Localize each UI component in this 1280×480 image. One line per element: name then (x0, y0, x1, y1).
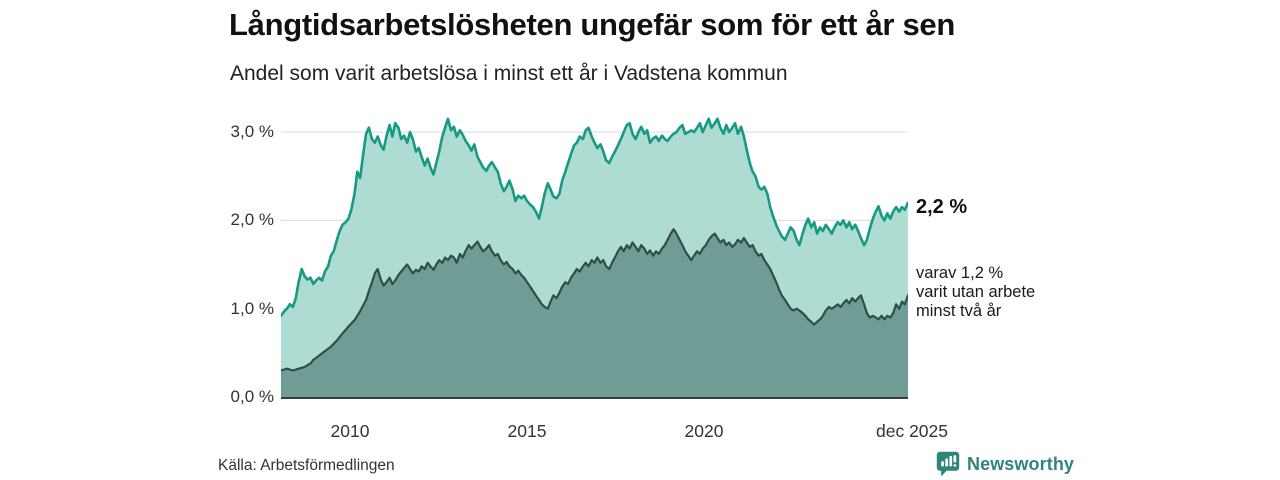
y-axis-tick-0: 0,0 % (230, 387, 274, 406)
series-line-1 (281, 228, 908, 372)
newsworthy-wordmark: Newsworthy (967, 453, 1075, 474)
newsworthy-logo-icon (936, 451, 960, 477)
x-axis-tick-2015: 2015 (507, 421, 547, 441)
series-line-0 (281, 117, 908, 318)
two-year-annotation-line-3: minst två år (916, 302, 1002, 320)
y-axis-tick-1: 1,0 % (230, 299, 274, 318)
y-axis-tick-2: 2,0 % (230, 210, 274, 229)
two-year-annotation-line-2: varit utan arbete (916, 283, 1036, 301)
source-credit: Källa: Arbetsförmedlingen (218, 457, 395, 474)
x-axis-tick-2020: 2020 (684, 421, 724, 441)
two-year-annotation-line-1: varav 1,2 % (916, 264, 1004, 282)
latest-value-label: 2,2 % (916, 196, 968, 218)
page-subtitle: Andel som varit arbetslösa i minst ett å… (230, 62, 788, 85)
x-axis-tick-dec-2025: dec 2025 (875, 421, 949, 441)
y-axis-tick-3: 3,0 % (230, 122, 274, 141)
newsworthy-brand: Newsworthy (936, 451, 1074, 477)
area-fill-1 (281, 229, 908, 397)
page-title: Långtidsarbetslösheten ungefär som för e… (229, 7, 956, 42)
area-chart (281, 117, 908, 399)
x-axis-tick-2010: 2010 (330, 421, 370, 441)
two-year-annotation: varav 1,2 % varit utan arbete minst två … (916, 264, 1035, 321)
